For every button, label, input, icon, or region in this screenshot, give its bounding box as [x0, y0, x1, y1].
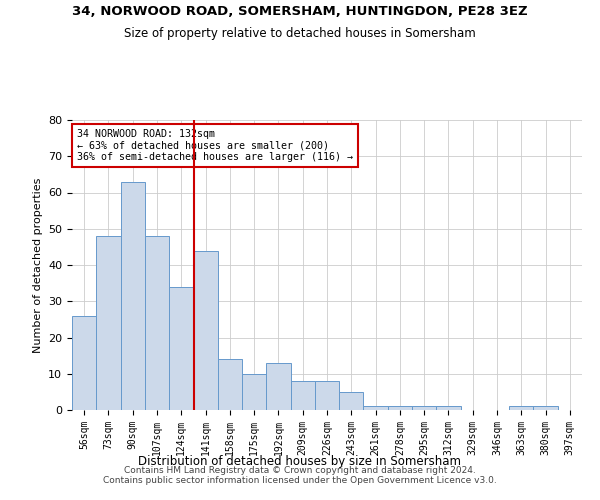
Y-axis label: Number of detached properties: Number of detached properties — [32, 178, 43, 352]
Text: Contains HM Land Registry data © Crown copyright and database right 2024.
Contai: Contains HM Land Registry data © Crown c… — [103, 466, 497, 485]
Bar — [145, 236, 169, 410]
Bar — [388, 406, 412, 410]
Bar — [266, 363, 290, 410]
Bar — [169, 287, 193, 410]
Bar — [96, 236, 121, 410]
Bar — [436, 406, 461, 410]
Bar — [72, 316, 96, 410]
Bar — [315, 381, 339, 410]
Text: 34 NORWOOD ROAD: 132sqm
← 63% of detached houses are smaller (200)
36% of semi-d: 34 NORWOOD ROAD: 132sqm ← 63% of detache… — [77, 128, 353, 162]
Text: Distribution of detached houses by size in Somersham: Distribution of detached houses by size … — [139, 455, 461, 468]
Bar — [509, 406, 533, 410]
Bar — [533, 406, 558, 410]
Bar — [193, 250, 218, 410]
Bar — [218, 359, 242, 410]
Text: 34, NORWOOD ROAD, SOMERSHAM, HUNTINGDON, PE28 3EZ: 34, NORWOOD ROAD, SOMERSHAM, HUNTINGDON,… — [72, 5, 528, 18]
Bar — [339, 392, 364, 410]
Bar — [121, 182, 145, 410]
Bar — [412, 406, 436, 410]
Bar — [242, 374, 266, 410]
Text: Size of property relative to detached houses in Somersham: Size of property relative to detached ho… — [124, 28, 476, 40]
Bar — [364, 406, 388, 410]
Bar — [290, 381, 315, 410]
